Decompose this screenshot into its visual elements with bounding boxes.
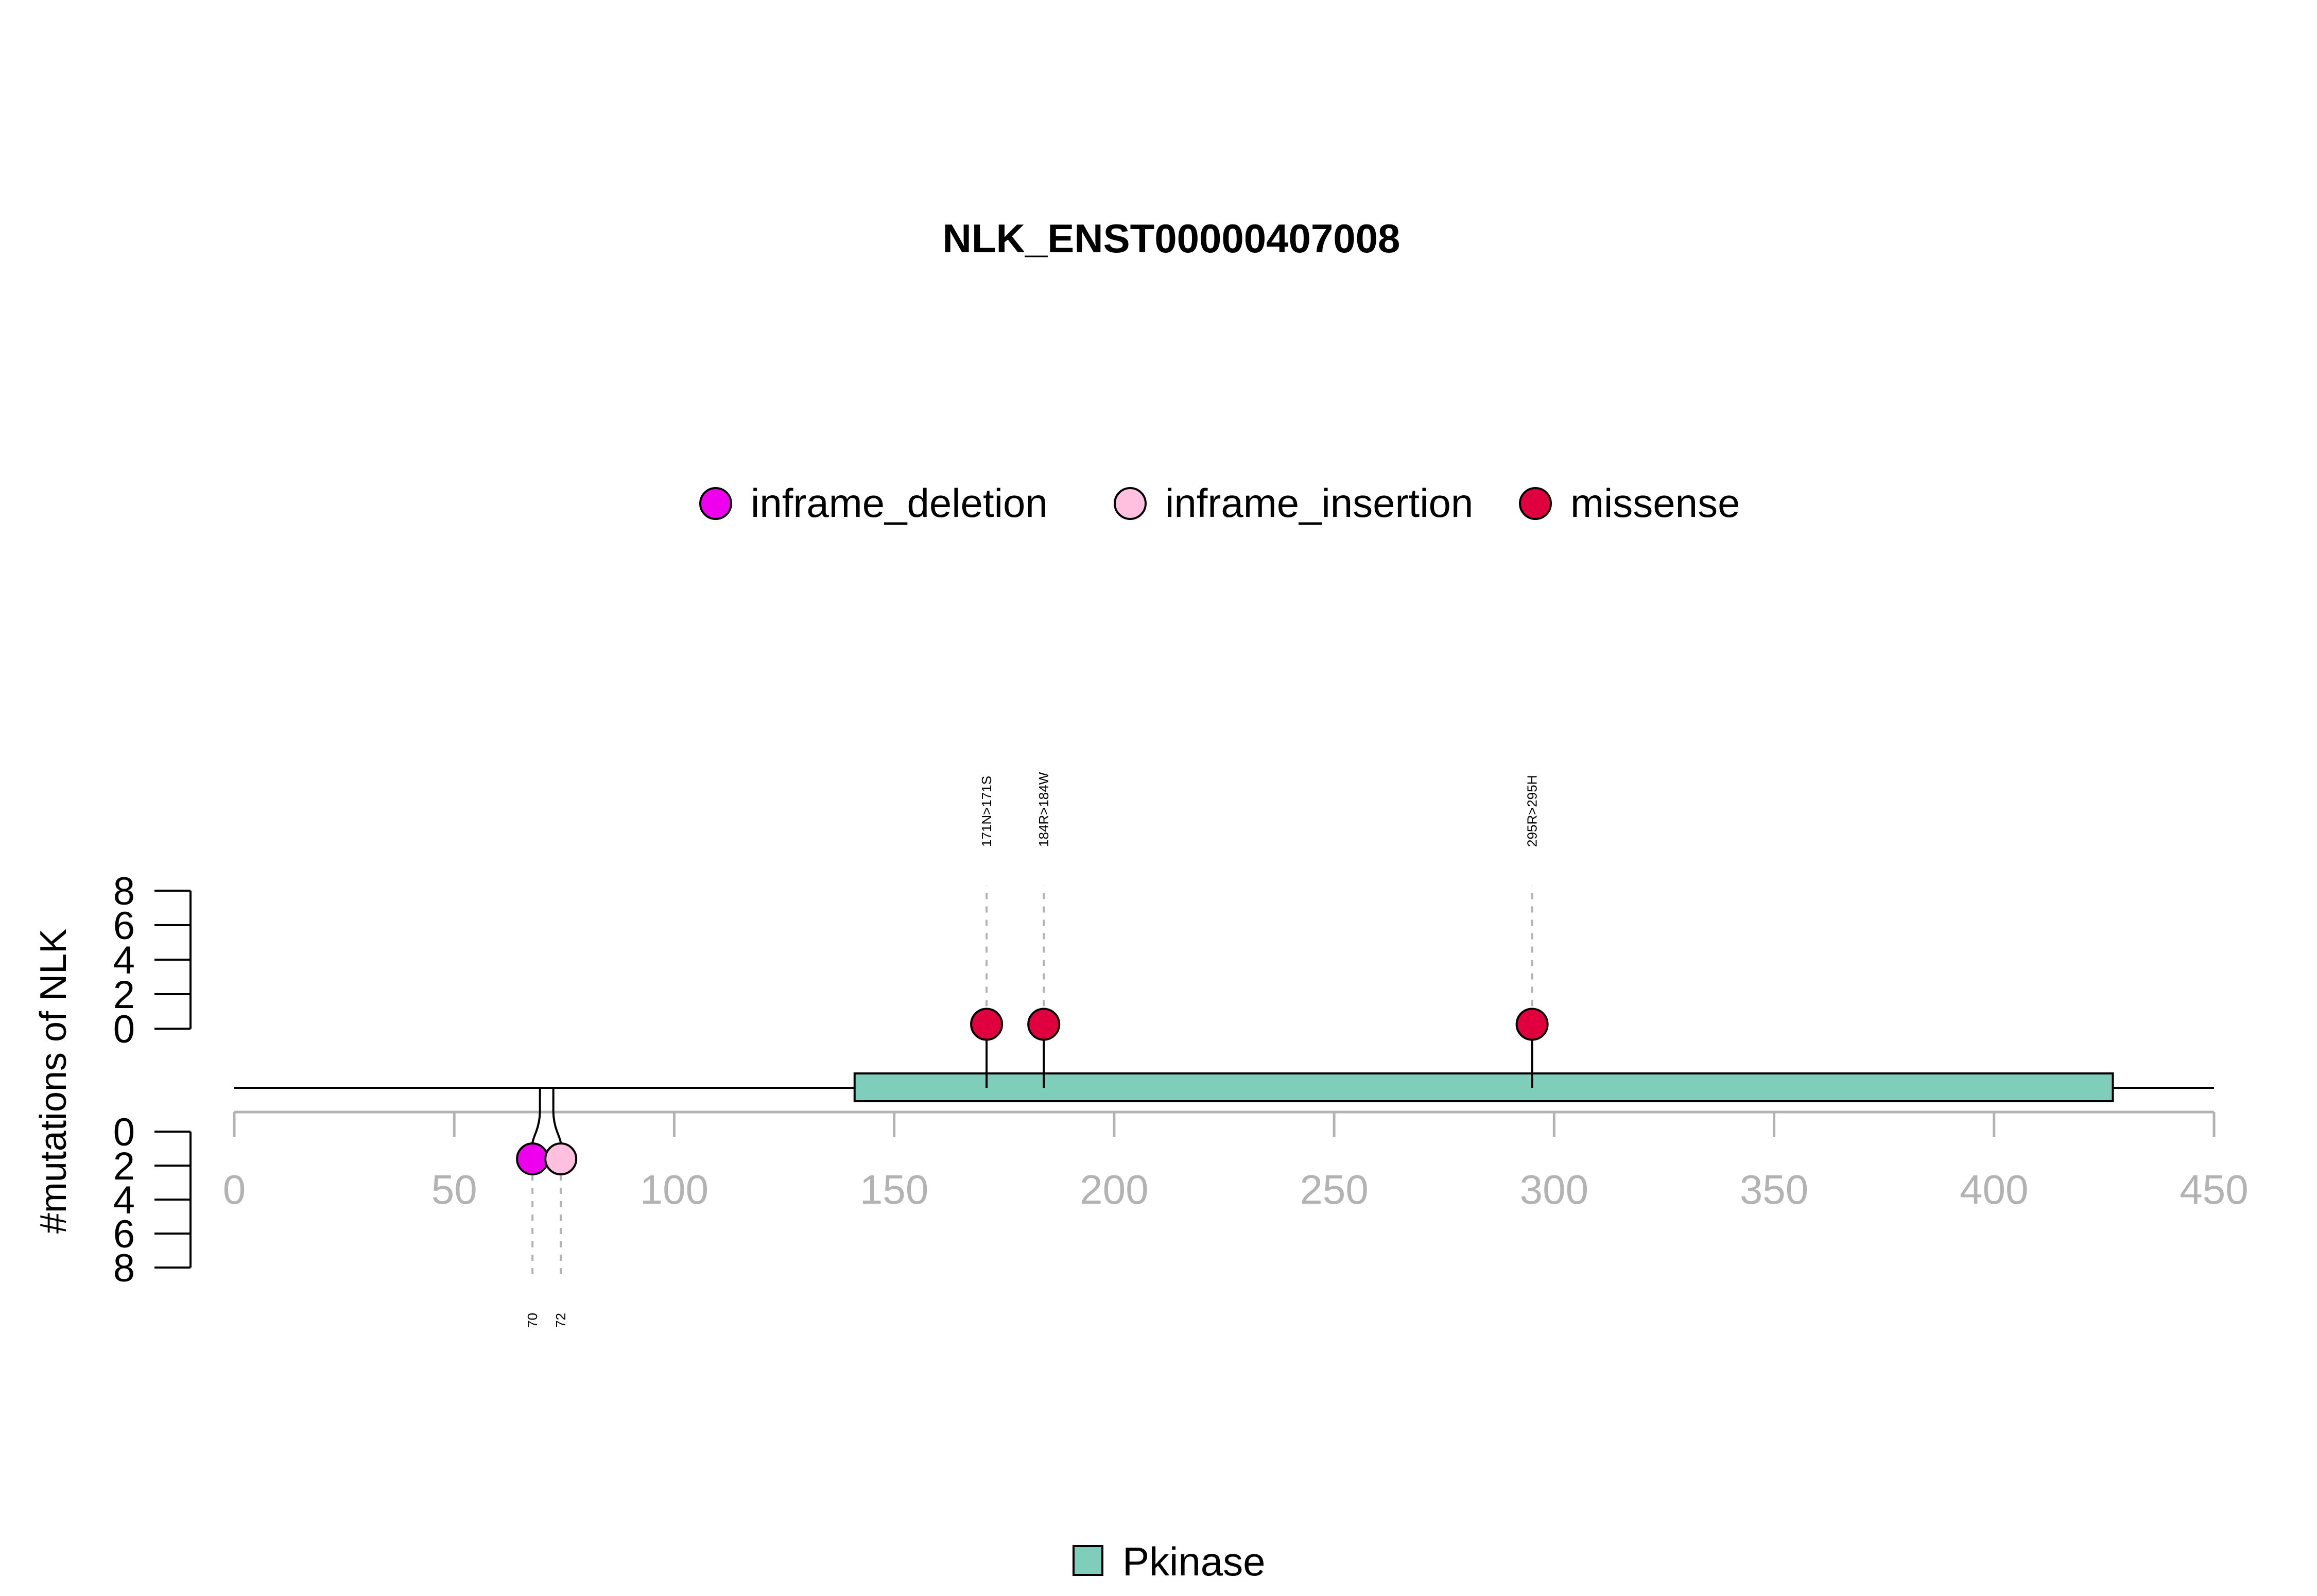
x-tick-label: 200 <box>1080 1167 1148 1212</box>
legend-swatch <box>699 487 732 520</box>
y-tick-label-upper: 2 <box>113 973 135 1017</box>
lollipop-72: 72 <box>544 1088 578 1328</box>
lollipop-label: 70 <box>525 1313 540 1328</box>
mutation-type-legend: inframe_deletion inframe_insertion missens… <box>699 480 1740 526</box>
lollipop-stem <box>552 1088 562 1144</box>
x-tick-label: 350 <box>1740 1167 1808 1212</box>
y-tick-label-lower: 6 <box>113 1212 135 1256</box>
legend-label: inframe_deletion <box>751 480 1048 526</box>
lollipops-lower: 70 72 <box>516 1088 578 1328</box>
y-tick-label-upper: 4 <box>113 939 135 982</box>
y-tick-label-upper: 0 <box>113 1008 135 1051</box>
x-tick-label: 450 <box>2180 1167 2248 1212</box>
lollipop-head <box>1515 1008 1549 1041</box>
legend-item-inframe-deletion: inframe_deletion <box>699 480 1048 526</box>
lollipops-upper: 171N>171S 184R>184W 295R>295H <box>970 772 1549 1088</box>
lollipop-label: 295R>295H <box>1525 775 1540 847</box>
y-tick-label-upper: 8 <box>113 870 135 913</box>
y-tick-label-lower: 8 <box>113 1246 135 1290</box>
y-axis-label: #mutations of NLK <box>33 929 74 1234</box>
chart-title: NLK_ENST00000407008 <box>943 216 1400 261</box>
domain-pkinase <box>853 1072 2114 1102</box>
lollipop-171N>171S: 171N>171S <box>970 776 1004 1088</box>
lollipop-70: 70 <box>516 1088 549 1328</box>
legend-label: missense <box>1570 480 1740 526</box>
lollipop-label: 72 <box>553 1313 568 1328</box>
domain-legend-item-pkinase: Pkinase <box>1073 1539 1266 1584</box>
x-tick-label: 0 <box>223 1167 246 1212</box>
lollipop-label: 171N>171S <box>979 776 994 847</box>
lollipop-head <box>516 1142 549 1175</box>
y-tick-label-lower: 0 <box>113 1111 135 1154</box>
domain-legend-swatch <box>1073 1545 1103 1576</box>
lollipop-184R>184W: 184R>184W <box>1027 772 1061 1088</box>
legend-swatch <box>1519 487 1552 520</box>
lollipop-label: 184R>184W <box>1036 772 1051 847</box>
lollipop-head <box>1027 1008 1061 1041</box>
y-tick-label-upper: 6 <box>113 904 135 948</box>
x-tick-label: 150 <box>860 1167 928 1212</box>
legend-item-inframe-insertion: inframe_insertion <box>1114 480 1473 526</box>
y-tick-label-lower: 2 <box>113 1144 135 1188</box>
x-tick-label: 100 <box>640 1167 708 1212</box>
domain-legend-label: Pkinase <box>1122 1539 1266 1584</box>
legend-item-missense: missense <box>1519 480 1740 526</box>
lollipop-head <box>544 1142 578 1175</box>
x-tick-label: 250 <box>1300 1167 1368 1212</box>
lollipop-stem <box>531 1088 541 1144</box>
lollipop-295R>295H: 295R>295H <box>1515 775 1549 1088</box>
x-tick-label: 300 <box>1520 1167 1588 1212</box>
x-tick-label: 400 <box>1960 1167 2028 1212</box>
x-axis: 0 50 100 150 200 250 300 350 400 450 <box>223 1111 2249 1212</box>
domain-legend: Pkinase <box>1073 1539 1266 1584</box>
domain-layer <box>853 1072 2114 1102</box>
lollipop-head <box>970 1008 1004 1041</box>
legend-label: inframe_insertion <box>1165 480 1473 526</box>
legend-swatch <box>1114 487 1147 520</box>
x-tick-label: 50 <box>431 1167 477 1212</box>
y-tick-label-lower: 4 <box>113 1178 135 1222</box>
